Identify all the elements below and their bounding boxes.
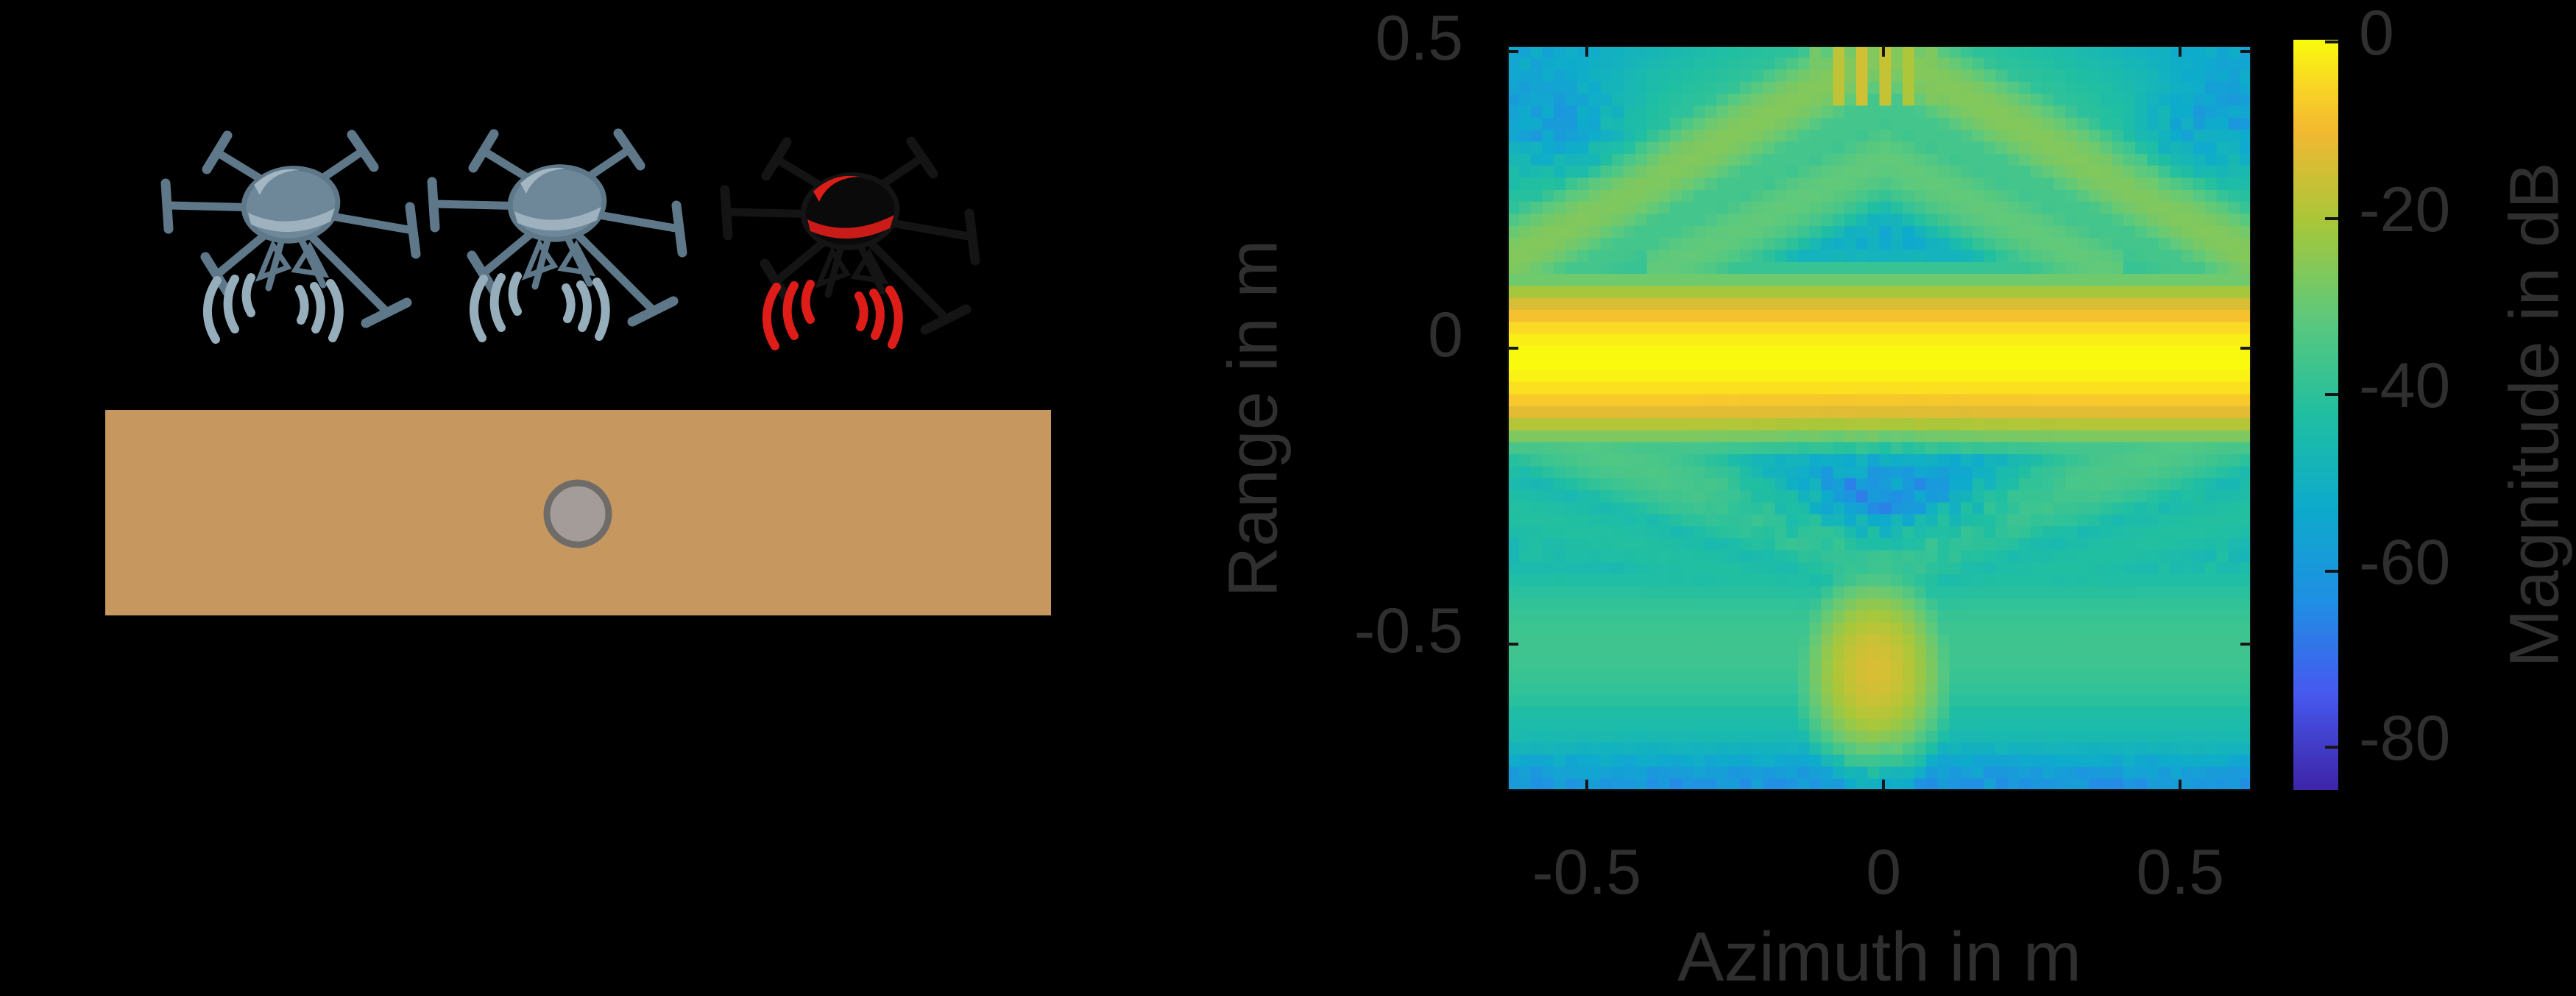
drone-icon-red <box>725 141 975 346</box>
y-axis-tick <box>1507 643 1518 646</box>
x-axis-tick <box>1882 46 1886 57</box>
y-axis-tick <box>2240 50 2251 54</box>
plot-box-border <box>1507 46 2251 791</box>
colorbar-tick <box>2325 746 2338 749</box>
buried-target <box>543 479 612 548</box>
colorbar-gradient-canvas <box>2293 40 2338 790</box>
x-axis-tick <box>2179 780 2182 791</box>
drone-icon-gray-1 <box>166 135 416 339</box>
y-axis-tick-label: 0.5 <box>1375 3 1463 74</box>
colorbar-tick-label: 0 <box>2359 0 2394 68</box>
radar-heatmap-canvas <box>1507 46 2251 791</box>
x-axis-tick-label: 0 <box>1866 837 1902 908</box>
y-axis-label: Range in m <box>1214 239 1292 598</box>
x-axis-tick <box>1585 46 1589 57</box>
y-axis-tick <box>1507 50 1518 54</box>
scene-illustration <box>105 0 1051 615</box>
colorbar-tick <box>2325 569 2338 573</box>
y-axis-tick <box>2240 643 2251 646</box>
colorbar-label: Magnitude in dB <box>2495 162 2574 668</box>
colorbar-tick-label: -60 <box>2359 526 2451 598</box>
x-axis-tick-label: -0.5 <box>1532 837 1642 908</box>
x-axis-tick-label: 0.5 <box>2136 837 2225 908</box>
y-axis-tick-label: 0 <box>1428 299 1463 370</box>
drone-icon-gray-2 <box>432 133 682 338</box>
x-axis-tick <box>1882 780 1886 791</box>
colorbar-tick-label: -40 <box>2359 350 2451 421</box>
y-axis-tick-label: -0.5 <box>1354 596 1463 667</box>
x-axis-label: Azimuth in m <box>1677 918 2082 996</box>
colorbar-tick-label: -20 <box>2359 174 2451 245</box>
y-axis-tick <box>1507 346 1518 350</box>
colorbar-tick-label: -80 <box>2359 703 2451 774</box>
colorbar-tick <box>2325 216 2338 220</box>
colorbar-tick <box>2325 393 2338 396</box>
x-axis-tick <box>2179 46 2182 57</box>
x-axis-tick <box>1585 780 1589 791</box>
y-axis-tick <box>2240 346 2251 350</box>
colorbar-tick <box>2325 40 2338 43</box>
